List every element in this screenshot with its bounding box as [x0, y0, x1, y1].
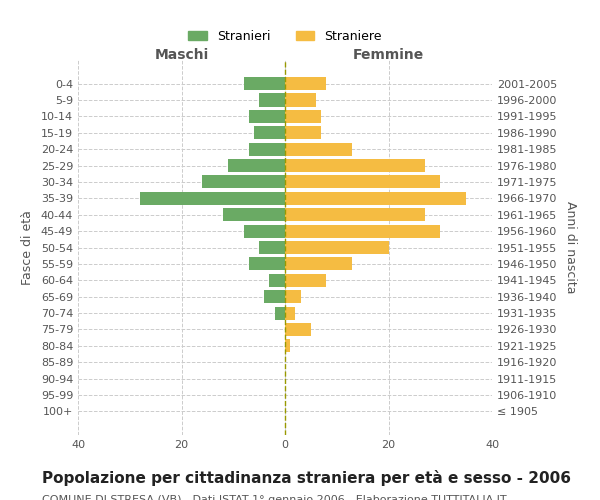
Y-axis label: Anni di nascita: Anni di nascita [565, 201, 577, 294]
Bar [140, 192, 285, 205]
Bar [285, 241, 389, 254]
Text: Popolazione per cittadinanza straniera per età e sesso - 2006: Popolazione per cittadinanza straniera p… [42, 470, 571, 486]
Bar [285, 208, 425, 222]
Bar [285, 274, 326, 287]
Bar [285, 192, 466, 205]
Bar [249, 258, 285, 270]
Bar [285, 94, 316, 106]
Bar [285, 159, 425, 172]
Y-axis label: Fasce di età: Fasce di età [21, 210, 34, 285]
Bar [244, 224, 285, 237]
Bar [275, 306, 285, 320]
Bar [259, 241, 285, 254]
Bar [285, 323, 311, 336]
Bar [223, 208, 285, 222]
Text: COMUNE DI STRESA (VB) - Dati ISTAT 1° gennaio 2006 - Elaborazione TUTTITALIA.IT: COMUNE DI STRESA (VB) - Dati ISTAT 1° ge… [42, 495, 506, 500]
Bar [285, 224, 440, 237]
Text: Maschi: Maschi [154, 48, 209, 62]
Bar [285, 126, 321, 140]
Bar [285, 110, 321, 123]
Bar [259, 94, 285, 106]
Bar [249, 110, 285, 123]
Bar [285, 340, 290, 352]
Bar [285, 176, 440, 188]
Bar [285, 77, 326, 90]
Bar [228, 159, 285, 172]
Text: Femmine: Femmine [353, 48, 424, 62]
Bar [269, 274, 285, 287]
Bar [202, 176, 285, 188]
Bar [285, 306, 295, 320]
Legend: Stranieri, Straniere: Stranieri, Straniere [183, 25, 387, 48]
Bar [285, 142, 352, 156]
Bar [285, 258, 352, 270]
Bar [244, 77, 285, 90]
Bar [265, 290, 285, 303]
Bar [254, 126, 285, 140]
Bar [285, 290, 301, 303]
Bar [249, 142, 285, 156]
